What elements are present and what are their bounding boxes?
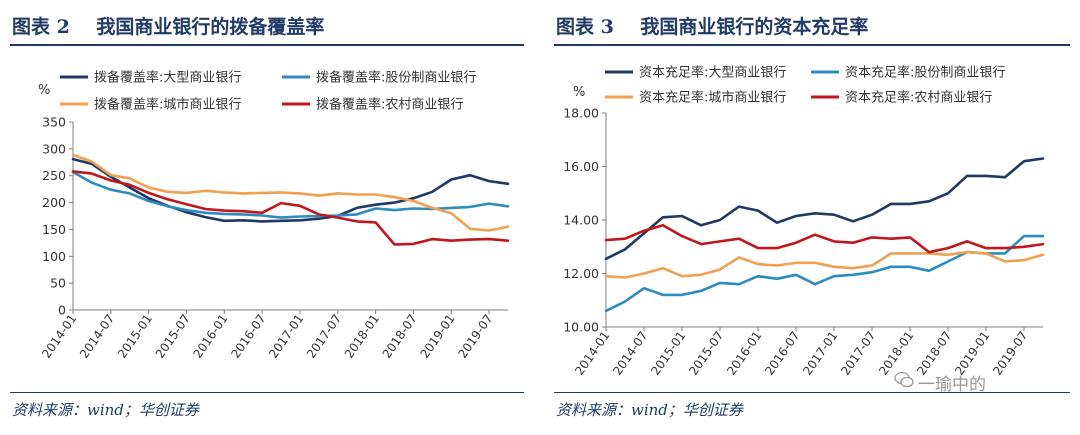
series-line-2: [604, 250, 1045, 279]
series-line-0: [71, 157, 510, 223]
y-tick-label-0: 0: [58, 303, 66, 318]
figure-3-source: 资料来源：wind；华创证券: [556, 401, 743, 419]
y-tick-label-6: 300: [42, 141, 66, 156]
series-line-2: [71, 153, 510, 232]
figure-2-source-rule: [10, 392, 524, 393]
x-tick-label-3: 2015-07: [686, 329, 726, 378]
x-tick-label-1: 2014-07: [610, 329, 650, 378]
y-tick-label-4: 200: [42, 195, 66, 210]
wechat-icon: [894, 371, 914, 388]
figure-3-heading: 我国商业银行的资本充足率: [640, 16, 869, 38]
x-tick-label-5: 2016-07: [762, 329, 802, 378]
figure-2-title: 图表 2 我国商业银行的拨备覆盖率: [12, 12, 324, 39]
x-tick-label-6: 2017-01: [800, 329, 840, 378]
x-tick-label-4: 2016-01: [191, 312, 231, 361]
legend-label-1: 拨备覆盖率:股份制商业银行: [316, 70, 476, 86]
x-tick-label-9: 2018-07: [380, 312, 420, 361]
series-line-0: [604, 157, 1045, 261]
figure-2-title-rule: [10, 44, 524, 46]
x-tick-label-5: 2016-07: [228, 312, 268, 361]
x-tick-label-11: 2019-07: [455, 312, 495, 361]
x-tick-label-0: 2014-01: [572, 329, 612, 378]
figure-2-heading: 我国商业银行的拨备覆盖率: [96, 16, 325, 38]
legend-label-1: 资本充足率:股份制商业银行: [845, 65, 1005, 81]
y-tick-label-4: 18.00: [563, 106, 599, 121]
x-tick-label-7: 2017-07: [304, 312, 344, 361]
legend-label-0: 拨备覆盖率:大型商业银行: [94, 70, 241, 86]
y-tick-label-0: 10.00: [563, 320, 599, 335]
figure-3-source-rule: [554, 392, 1070, 393]
x-tick-label-7: 2017-07: [838, 329, 878, 378]
y-tick-label-2: 100: [42, 249, 66, 264]
figure-3-label: 图表 3: [556, 16, 614, 38]
y-tick-label-5: 250: [42, 168, 66, 183]
x-tick-label-2: 2015-01: [115, 312, 155, 361]
figure-3-title: 图表 3 我国商业银行的资本充足率: [556, 12, 868, 39]
legend-label-3: 拨备覆盖率:农村商业银行: [316, 97, 463, 113]
legend-label-0: 资本充足率:大型商业银行: [639, 65, 786, 81]
y-tick-label-1: 50: [50, 276, 66, 291]
legend-label-2: 拨备覆盖率:城市商业银行: [94, 97, 241, 113]
y-unit-label: %: [573, 85, 585, 100]
legend-label-2: 资本充足率:城市商业银行: [639, 90, 786, 106]
y-tick-label-3: 150: [42, 222, 66, 237]
y-tick-label-1: 12.00: [563, 266, 599, 281]
figure-2-source: 资料来源：wind；华创证券: [12, 401, 199, 419]
y-tick-label-2: 14.00: [563, 213, 599, 228]
x-tick-label-11: 2019-07: [990, 329, 1030, 378]
x-tick-label-4: 2016-01: [724, 329, 764, 378]
x-tick-label-1: 2014-07: [77, 312, 117, 361]
figure-3-title-rule: [554, 44, 1070, 46]
x-tick-label-2: 2015-01: [648, 329, 688, 378]
x-tick-label-3: 2015-07: [153, 312, 193, 361]
y-tick-label-7: 350: [42, 115, 66, 130]
legend-label-3: 资本充足率:农村商业银行: [845, 90, 992, 106]
y-tick-label-3: 16.00: [563, 159, 599, 174]
watermark: 一瑜中的: [918, 375, 986, 395]
x-tick-label-8: 2018-01: [342, 312, 382, 361]
x-tick-label-6: 2017-01: [266, 312, 306, 361]
series-line-1: [604, 234, 1045, 313]
y-unit-label: %: [38, 83, 50, 98]
x-tick-label-0: 2014-01: [39, 312, 79, 361]
series-line-3: [604, 224, 1045, 254]
figure-2-label: 图表 2: [12, 16, 70, 38]
x-tick-label-10: 2019-01: [417, 312, 457, 361]
series-line-3: [71, 170, 510, 246]
